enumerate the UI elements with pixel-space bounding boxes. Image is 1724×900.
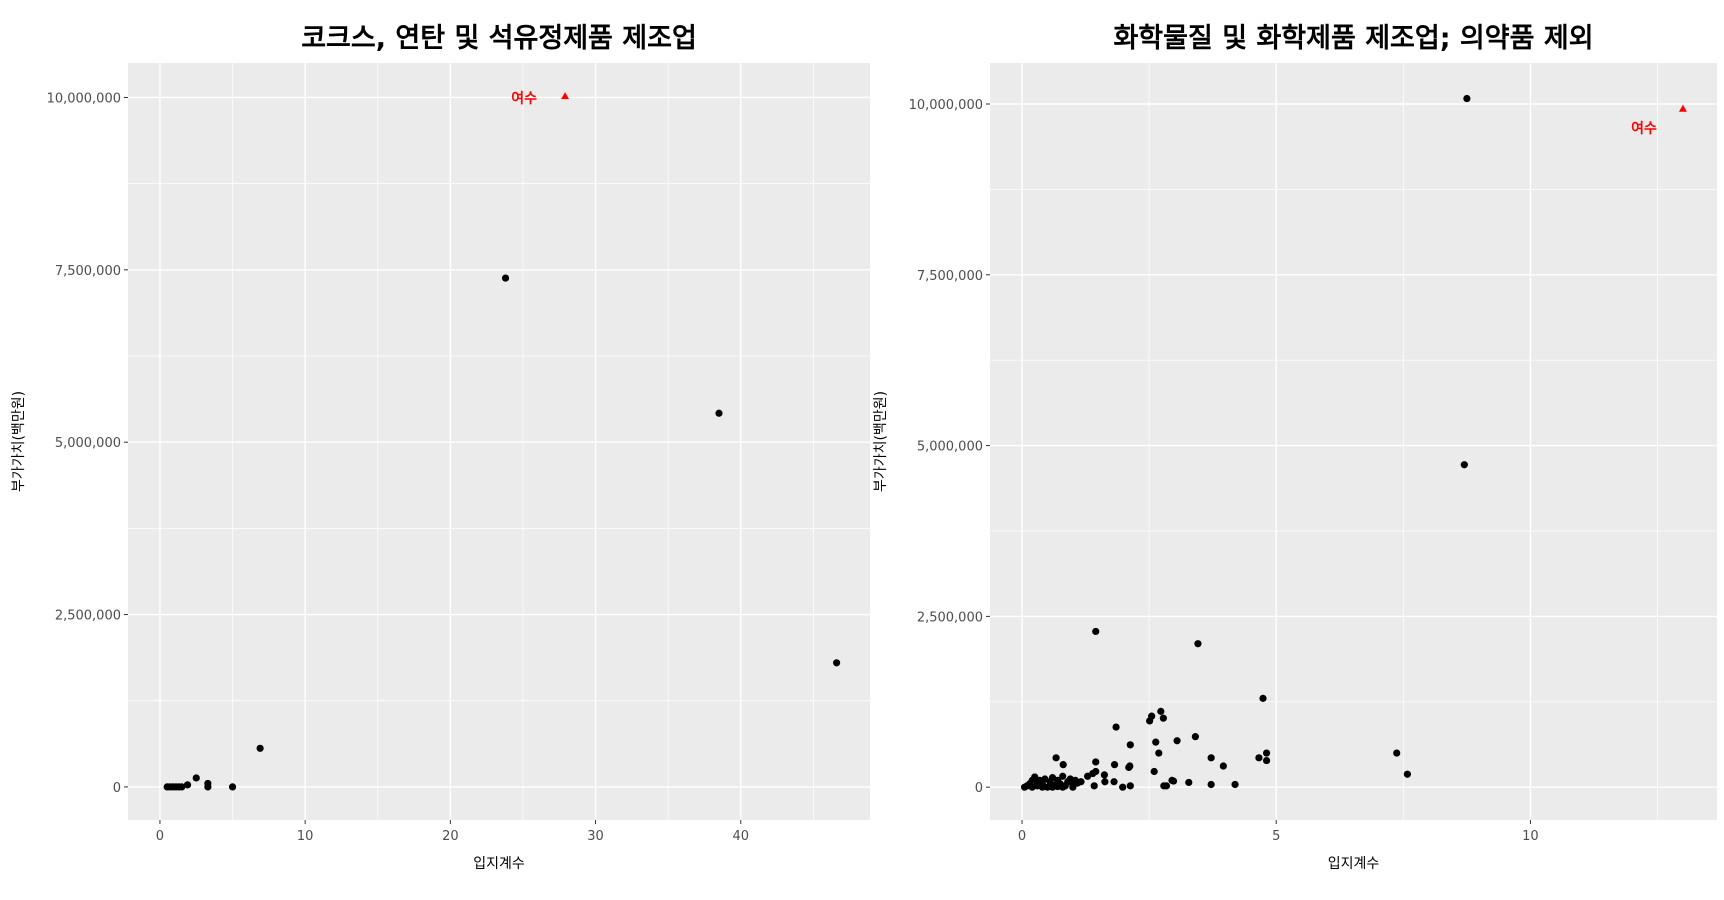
data-point (1460, 461, 1468, 469)
highlight-label: 여수 (1631, 120, 1657, 137)
data-point (1126, 782, 1134, 790)
data-point (1119, 783, 1127, 791)
data-point (1159, 714, 1167, 722)
data-point (192, 774, 200, 782)
data-point (1168, 776, 1176, 784)
data-point (1028, 783, 1036, 791)
data-point (1043, 783, 1052, 791)
data-point (1092, 758, 1100, 766)
data-point (1185, 778, 1193, 787)
y-axis-label: 부가가치(백만원) (873, 391, 889, 492)
data-point (1262, 756, 1271, 765)
data-point (1110, 778, 1118, 786)
data-point (1059, 772, 1067, 780)
data-point (1194, 640, 1202, 648)
data-point (1219, 762, 1227, 770)
data-point (1259, 694, 1267, 702)
data-point (1033, 779, 1041, 787)
data-point (1262, 749, 1271, 757)
data-point (256, 744, 264, 752)
y-tick-label: 5,000,000 (917, 440, 983, 455)
x-tick-label: 5 (1272, 829, 1280, 844)
highlight-label: 여수 (511, 90, 537, 107)
y-tick-label: 2,500,000 (917, 610, 983, 625)
data-point (1071, 776, 1080, 784)
y-tick-label: 7,500,000 (917, 269, 983, 284)
x-axis-label: 입지계수 (1328, 856, 1380, 872)
data-point (1054, 782, 1062, 791)
data-point (1463, 94, 1471, 103)
data-point (183, 781, 192, 789)
data-point (1403, 770, 1411, 778)
data-point (1173, 737, 1181, 745)
y-tick-label: 2,500,000 (55, 609, 121, 624)
data-point (1157, 707, 1165, 715)
data-point (1100, 771, 1108, 779)
y-tick-label: 7,500,000 (55, 264, 121, 279)
y-tick-label: 10,000,000 (47, 91, 121, 106)
data-point (1255, 754, 1263, 762)
data-point (178, 783, 186, 791)
data-point (1146, 717, 1154, 725)
data-point (1069, 783, 1077, 791)
data-point (1110, 761, 1119, 769)
highlight-triangle-marker (561, 92, 570, 100)
data-point (1126, 741, 1134, 749)
data-point (1092, 627, 1100, 636)
y-tick-label: 0 (113, 781, 121, 796)
data-point (1393, 749, 1401, 757)
data-point (1038, 783, 1046, 791)
data-point (1155, 749, 1163, 757)
data-point (1059, 761, 1067, 769)
data-point (1052, 754, 1060, 762)
data-point (1207, 780, 1215, 789)
data-point (1031, 773, 1039, 781)
chart-panel-2: 0 5 10 0 2,500,000 5,000,000 7,500,000 10,000,0… (873, 23, 1717, 872)
plot-background (990, 63, 1717, 820)
data-point (1112, 723, 1120, 731)
x-tick-label: 10 (1522, 829, 1539, 844)
y-tick-label: 10,000,000 (909, 98, 983, 113)
data-point (1090, 782, 1098, 790)
data-point (228, 783, 237, 791)
x-axis-label: 입지계수 (473, 856, 525, 872)
data-point (1207, 754, 1215, 762)
x-tick-label: 30 (587, 829, 604, 844)
data-point (715, 409, 723, 417)
chart-panel-1: 0 10 20 30 40 0 2,500,000 5,000,000 7,500,000 10,… (11, 23, 870, 872)
y-tick-label: 0 (975, 781, 983, 796)
x-tick-label: 10 (297, 829, 314, 844)
y-tick-label: 5,000,000 (55, 436, 121, 451)
y-axis-label: 부가가치(백만원) (11, 391, 27, 492)
x-tick-label: 20 (442, 829, 459, 844)
data-point (501, 274, 510, 282)
data-point (1231, 780, 1239, 789)
x-tick-label: 40 (732, 829, 749, 844)
data-point (1084, 772, 1092, 780)
data-point (1191, 733, 1199, 741)
data-point (1150, 767, 1158, 776)
data-point (833, 659, 841, 667)
data-point (204, 783, 212, 791)
x-tick-label: 0 (156, 829, 164, 844)
highlight-triangle-marker (1678, 104, 1687, 112)
x-tick-label: 0 (1018, 829, 1026, 844)
data-point (1101, 778, 1109, 786)
data-point (1162, 782, 1171, 790)
data-point (1125, 763, 1133, 771)
chart-title: 화학물질 및 화학제품 제조업; 의약품 제외 (1113, 23, 1593, 54)
chart-title: 코크스, 연탄 및 석유정제품 제조업 (301, 23, 697, 54)
data-point (1152, 738, 1160, 746)
